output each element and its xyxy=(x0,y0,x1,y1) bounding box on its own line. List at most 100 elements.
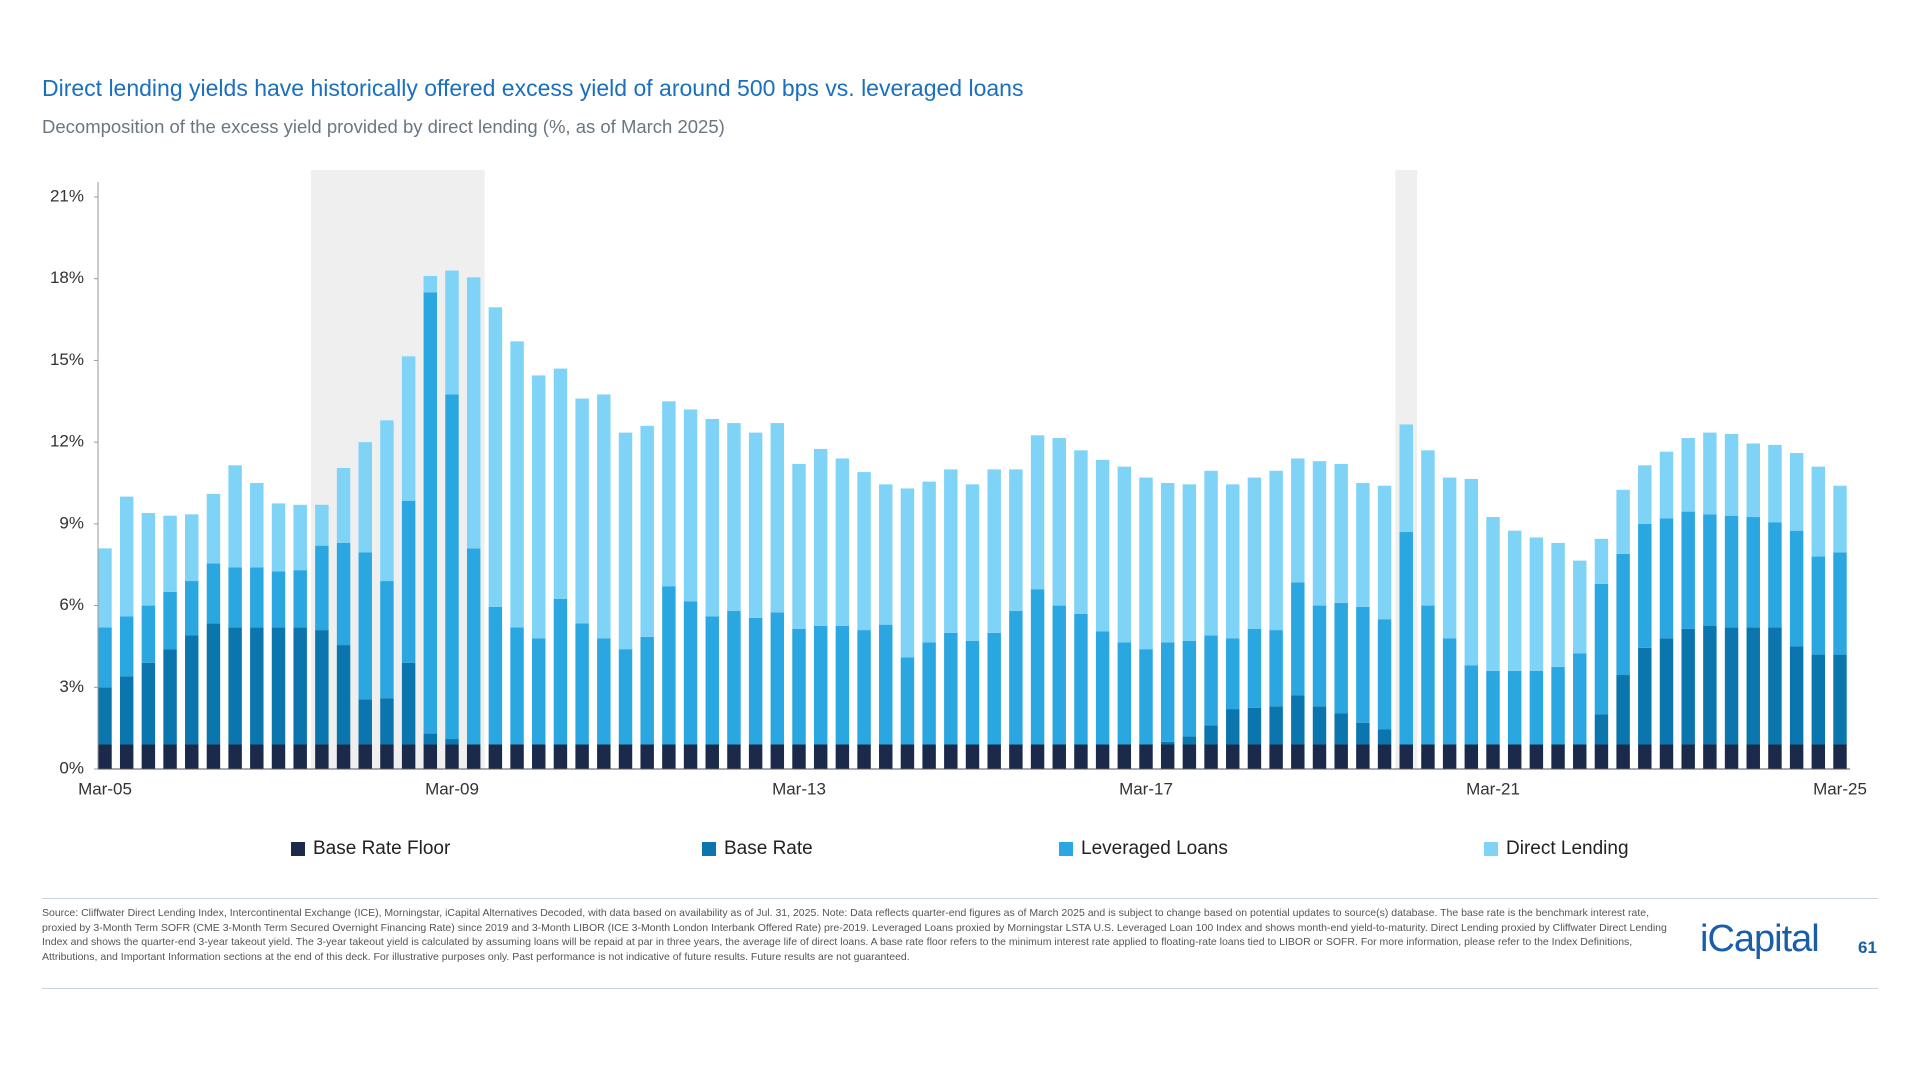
bar-segment xyxy=(857,630,871,745)
bar-segment xyxy=(206,623,221,745)
bar-segment xyxy=(1356,744,1370,769)
bar-segment xyxy=(1226,484,1240,639)
bar-segment xyxy=(1833,485,1847,553)
bar-segment xyxy=(1681,628,1695,745)
legend-swatch xyxy=(291,842,305,856)
bar-segment xyxy=(488,744,503,769)
bar-segment xyxy=(271,503,286,572)
bar-segment xyxy=(423,733,438,745)
bar-segment xyxy=(1703,432,1717,515)
bar-segment xyxy=(1269,744,1283,769)
bar-segment xyxy=(1659,744,1674,769)
x-tick-label: Mar-13 xyxy=(772,779,826,798)
bar-segment xyxy=(944,744,958,769)
bar-segment xyxy=(1811,556,1826,655)
bar-segment xyxy=(662,401,676,587)
bar-segment xyxy=(900,488,915,658)
y-tick-label: 21% xyxy=(50,186,84,205)
bar-segment xyxy=(1009,469,1023,612)
bar-segment xyxy=(1312,461,1327,606)
bar-segment xyxy=(1551,666,1565,745)
bar-segment xyxy=(98,627,112,688)
bar-segment xyxy=(1724,515,1739,628)
bar-segment xyxy=(445,394,459,740)
bar-segment xyxy=(1789,744,1804,769)
bar-segment xyxy=(1356,483,1370,607)
bar-segment xyxy=(1009,611,1023,745)
bar-segment xyxy=(1833,552,1847,655)
bar-segment xyxy=(1464,478,1479,666)
footnote: Source: Cliffwater Direct Lending Index,… xyxy=(42,907,1667,963)
bar-segment xyxy=(987,632,1001,745)
bar-segment xyxy=(532,638,546,745)
bar-segment xyxy=(1464,665,1479,745)
bar-segment xyxy=(1442,477,1457,639)
bar-segment xyxy=(727,611,741,745)
bar-segment xyxy=(1009,744,1023,769)
bar-segment xyxy=(770,744,785,769)
bar-segment xyxy=(683,409,698,602)
bar-segment xyxy=(965,640,980,745)
bar-segment xyxy=(1030,435,1045,590)
bar-segment xyxy=(1139,649,1153,745)
bar-segment xyxy=(1507,744,1522,769)
bar-segment xyxy=(532,744,546,769)
bar-segment xyxy=(1638,647,1652,745)
bar-segment xyxy=(1529,744,1544,769)
y-tick-label: 9% xyxy=(59,513,84,532)
bar-segment xyxy=(466,277,481,549)
bar-segment xyxy=(336,645,351,745)
bar-segment xyxy=(1139,744,1153,769)
bar-segment xyxy=(900,744,915,769)
bar-segment xyxy=(1226,744,1240,769)
bar-segment xyxy=(315,545,329,631)
bar-segment xyxy=(1247,744,1262,769)
x-tick-label: Mar-17 xyxy=(1119,779,1173,798)
bar-segment xyxy=(119,616,134,677)
bar-segment xyxy=(445,270,459,395)
bar-segment xyxy=(510,627,524,745)
bar-segment xyxy=(1291,744,1305,769)
legend-label: Leveraged Loans xyxy=(1081,838,1228,859)
bar-segment xyxy=(380,420,394,582)
bar-segment xyxy=(792,463,806,629)
bar-segment xyxy=(1724,744,1739,769)
bar-segment xyxy=(358,744,372,769)
bar-segment xyxy=(1334,744,1348,769)
bar-segment xyxy=(141,512,156,606)
bar-segment xyxy=(1659,638,1674,745)
bar-segment xyxy=(1507,530,1522,671)
bar-segment xyxy=(250,627,264,745)
bar-segment xyxy=(206,744,221,769)
bar-segment xyxy=(770,423,785,613)
bar-segment xyxy=(423,744,438,769)
bar-segment xyxy=(1529,670,1544,745)
bar-segment xyxy=(1334,713,1348,745)
bar-segment xyxy=(1703,514,1717,626)
bar-segment xyxy=(1160,741,1175,745)
bar-segment xyxy=(1399,424,1413,533)
bar-segment xyxy=(163,744,177,769)
bar-segment xyxy=(1421,450,1435,606)
bar-segment xyxy=(1768,744,1782,769)
bar-segment xyxy=(1182,484,1197,641)
bar-segment xyxy=(1486,744,1500,769)
x-tick-label: Mar-05 xyxy=(78,779,132,798)
bar-segment xyxy=(315,744,329,769)
bar-segment xyxy=(879,624,893,745)
bar-segment xyxy=(1681,744,1695,769)
bar-segment xyxy=(1594,583,1609,715)
bar-segment xyxy=(792,744,806,769)
bar-segment xyxy=(271,627,286,745)
bar-segment xyxy=(1377,729,1392,745)
bar-segment xyxy=(1074,744,1088,769)
bar-segment xyxy=(1334,463,1348,603)
bar-segment xyxy=(1074,450,1088,614)
bar-segment xyxy=(1768,627,1782,745)
bar-segment xyxy=(380,744,394,769)
brand-logo: iCapital xyxy=(1700,918,1820,960)
bar-segment xyxy=(640,425,654,637)
bar-segment xyxy=(488,307,503,607)
bar-segment xyxy=(1095,744,1110,769)
